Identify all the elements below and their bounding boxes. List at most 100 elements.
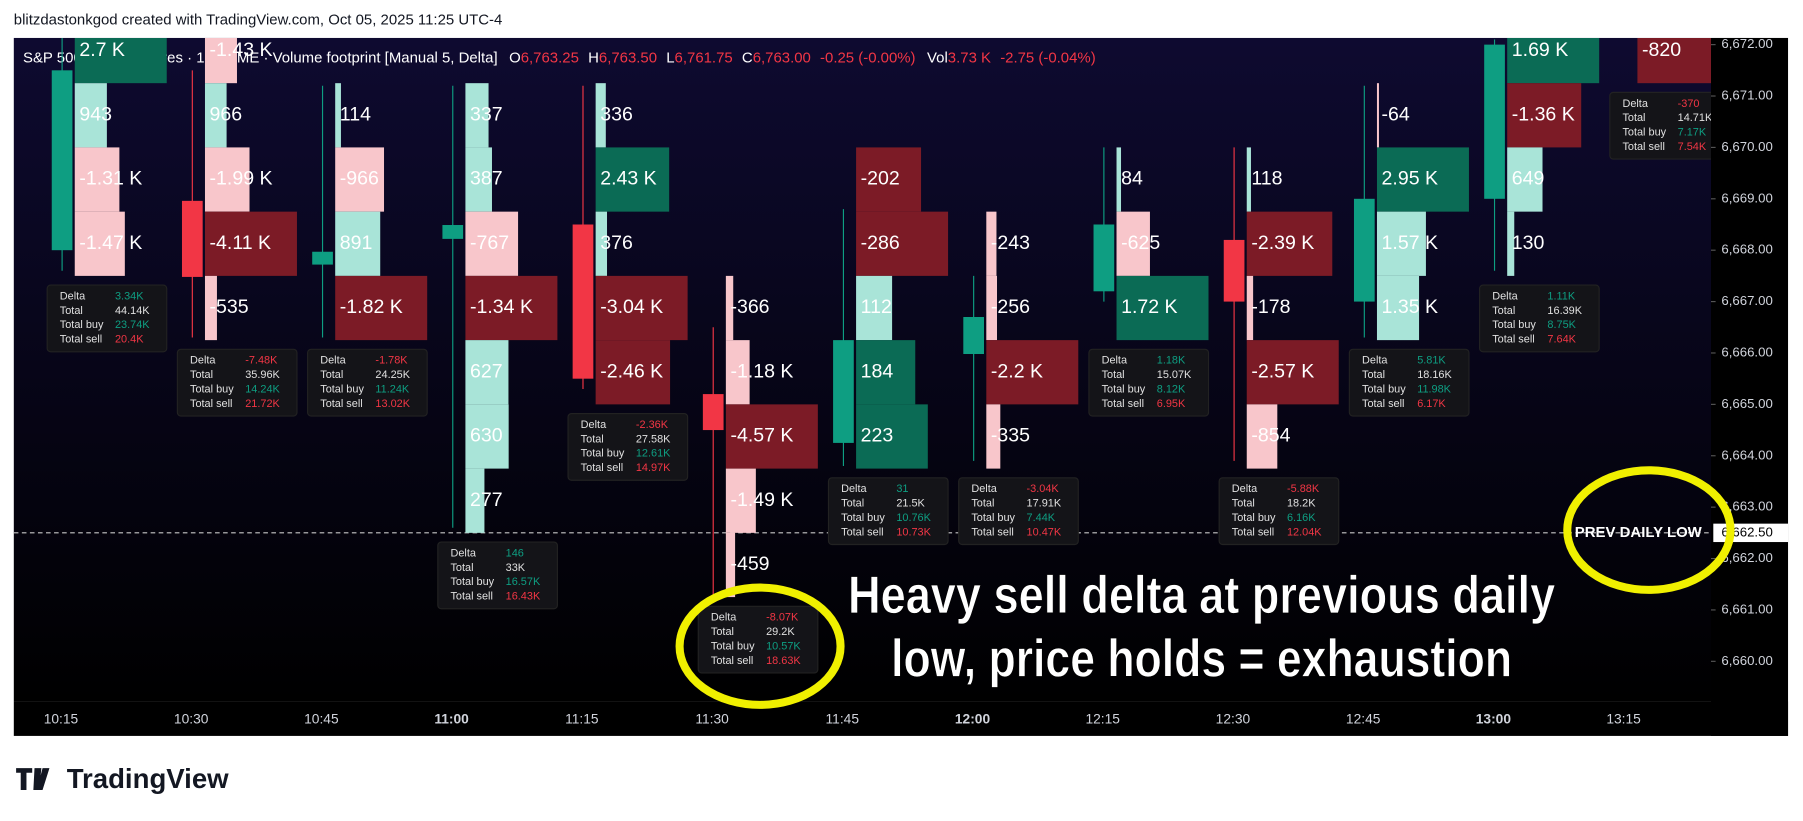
summary-value: -7.48K <box>245 355 278 367</box>
cell-label: -64 <box>1382 103 1410 125</box>
summary-value: 16.39K <box>1547 305 1582 317</box>
summary-key: Total buy <box>60 319 104 331</box>
price-axis <box>1711 37 1789 736</box>
annotation: Heavy sell delta at previous daily <box>848 566 1556 625</box>
candle-body <box>442 225 464 239</box>
y-tick-label: 6,670.00 <box>1721 139 1772 154</box>
summary-value: 12.61K <box>636 448 671 460</box>
summary-key: Total sell <box>1492 334 1534 346</box>
summary-value: 14.97K <box>636 462 671 474</box>
footprint-cell <box>335 83 341 148</box>
footprint-cell <box>1246 340 1339 405</box>
footprint-cell <box>204 275 217 341</box>
cell-label: 337 <box>470 103 503 125</box>
summary-key: Total <box>841 498 864 510</box>
footprint-cell <box>595 211 608 276</box>
summary-value: 11.24K <box>375 383 409 395</box>
footprint-cell <box>465 275 558 341</box>
y-tick-label: 6,671.00 <box>1721 88 1772 103</box>
candle-body <box>572 224 594 379</box>
summary-value: 7.64K <box>1547 334 1576 346</box>
summary-value: -2.36K <box>636 419 669 431</box>
summary-key: Total <box>60 305 83 317</box>
footprint-cell <box>1116 275 1209 341</box>
legend: S&P 500 E-mini Futures · 15 · CME · Volu… <box>23 50 1096 67</box>
cell-label: 1.35 K <box>1382 296 1438 318</box>
cell-label: 966 <box>210 103 243 125</box>
summary-key: Total sell <box>190 398 232 410</box>
cell-label: -1.82 K <box>340 296 403 318</box>
summary-key: Delta <box>1492 290 1518 302</box>
summary-key: Delta <box>60 290 86 302</box>
legend-value: 6,763.50 <box>599 50 657 67</box>
summary-value: 20.4K <box>115 334 144 346</box>
summary-value: 8.12K <box>1157 383 1186 395</box>
summary-key: Total sell <box>320 398 362 410</box>
cell-label: -178 <box>1251 296 1290 318</box>
summary-value: 10.76K <box>896 512 931 524</box>
footprint-cell <box>595 83 606 148</box>
footprint-cell <box>595 147 670 212</box>
summary-key: Total buy <box>711 640 755 652</box>
footprint-cell <box>465 468 485 533</box>
summary-key: Total sell <box>60 334 102 346</box>
summary-value: 1.18K <box>1157 355 1186 367</box>
summary-key: Total buy <box>190 383 234 395</box>
cell-label: -966 <box>340 168 379 190</box>
summary-box <box>307 348 428 417</box>
highlight-ellipse <box>675 583 845 709</box>
summary-value: 15.07K <box>1157 369 1192 381</box>
summary-value: 16.43K <box>506 591 541 603</box>
cell-label: -2.46 K <box>600 360 663 382</box>
x-tick-label: 11:15 <box>565 711 599 726</box>
footprint-cell <box>1507 147 1543 212</box>
summary-key: Delta <box>1232 483 1258 495</box>
summary-key: Total <box>711 626 734 638</box>
cell-label: -767 <box>470 232 509 254</box>
summary-key: Total <box>1102 369 1125 381</box>
logo-icon <box>16 768 50 790</box>
footprint-cell <box>856 275 893 341</box>
footprint-cell <box>725 532 736 598</box>
summary-value: 1.11K <box>1547 290 1575 302</box>
footprint-cell <box>1246 147 1251 212</box>
footprint-cell <box>465 211 519 276</box>
summary-key: Total <box>450 562 473 574</box>
cell-label: 112 <box>861 296 892 318</box>
x-tick-label: 10:15 <box>44 711 79 726</box>
footprint-cell <box>725 340 750 405</box>
summary-key: Total buy <box>1622 127 1666 139</box>
y-tick-label: 6,672.00 <box>1721 36 1772 51</box>
cell-label: 223 <box>861 425 894 447</box>
x-tick-label: 12:45 <box>1346 711 1381 726</box>
summary-key: Delta <box>320 355 346 367</box>
legend-key: H <box>588 50 599 67</box>
summary-value: 35.96K <box>245 369 280 381</box>
footprint-cell <box>204 211 297 276</box>
summary-key: Delta <box>711 612 737 624</box>
candle-body <box>312 251 333 265</box>
summary-key: Total sell <box>1622 141 1664 153</box>
footprint-cell <box>74 211 125 276</box>
cell-label: -2.57 K <box>1251 360 1314 382</box>
summary-key: Total buy <box>320 383 364 395</box>
footprint-cell <box>1246 404 1278 469</box>
cell-label: 130 <box>1512 232 1545 254</box>
footprint-cell <box>725 275 734 341</box>
cell-label: 943 <box>79 103 112 125</box>
legend-value: 6,763.25 <box>521 50 579 67</box>
summary-box <box>1088 348 1210 417</box>
summary-value: 6.95K <box>1157 398 1186 410</box>
cell-label: 1.69 K <box>1512 39 1568 61</box>
cell-label: -335 <box>991 425 1030 447</box>
summary-value: -8.07K <box>766 612 799 624</box>
summary-key: Total buy <box>1102 383 1146 395</box>
summary-value: 18.2K <box>1287 498 1316 510</box>
y-tick-label: 6,661.00 <box>1721 601 1772 616</box>
summary-value: 21.5K <box>896 498 925 510</box>
cell-label: -1.36 K <box>1512 103 1575 125</box>
footprint-cell <box>335 275 428 341</box>
summary-value: 44.14K <box>115 305 150 317</box>
footprint-cell <box>856 211 949 276</box>
summary-value: 7.44K <box>1027 512 1056 524</box>
